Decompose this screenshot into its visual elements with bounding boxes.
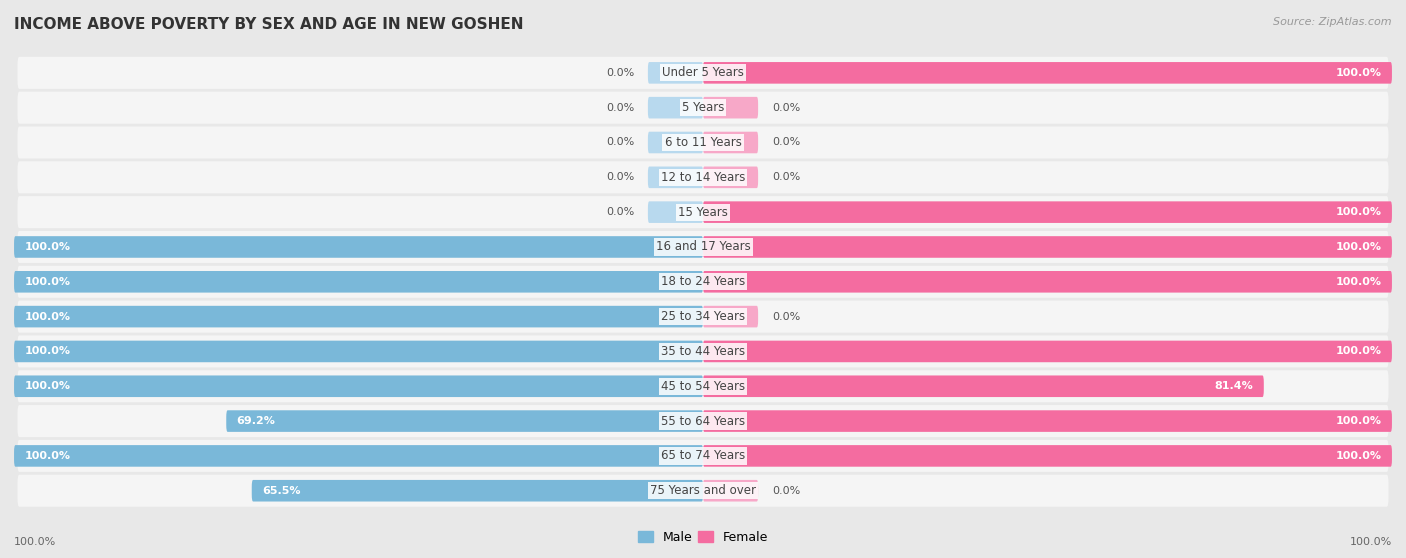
FancyBboxPatch shape [648, 166, 703, 188]
FancyBboxPatch shape [14, 445, 703, 466]
Text: 100.0%: 100.0% [14, 537, 56, 547]
Text: 100.0%: 100.0% [24, 311, 70, 321]
FancyBboxPatch shape [17, 127, 1389, 158]
Text: 100.0%: 100.0% [1336, 347, 1382, 357]
FancyBboxPatch shape [17, 57, 1389, 89]
Text: 0.0%: 0.0% [606, 68, 634, 78]
Text: 100.0%: 100.0% [24, 277, 70, 287]
Text: 0.0%: 0.0% [772, 172, 800, 182]
FancyBboxPatch shape [17, 231, 1389, 263]
FancyBboxPatch shape [703, 271, 1392, 292]
Text: 100.0%: 100.0% [24, 347, 70, 357]
FancyBboxPatch shape [17, 92, 1389, 124]
FancyBboxPatch shape [703, 480, 758, 502]
FancyBboxPatch shape [14, 340, 703, 362]
FancyBboxPatch shape [703, 97, 758, 118]
FancyBboxPatch shape [252, 480, 703, 502]
Text: 0.0%: 0.0% [772, 137, 800, 147]
FancyBboxPatch shape [17, 266, 1389, 298]
Text: Under 5 Years: Under 5 Years [662, 66, 744, 79]
FancyBboxPatch shape [703, 445, 1392, 466]
Text: 18 to 24 Years: 18 to 24 Years [661, 275, 745, 288]
FancyBboxPatch shape [703, 201, 1392, 223]
FancyBboxPatch shape [17, 301, 1389, 333]
FancyBboxPatch shape [226, 410, 703, 432]
FancyBboxPatch shape [703, 410, 1392, 432]
Text: 6 to 11 Years: 6 to 11 Years [665, 136, 741, 149]
FancyBboxPatch shape [703, 166, 758, 188]
Text: 35 to 44 Years: 35 to 44 Years [661, 345, 745, 358]
FancyBboxPatch shape [703, 236, 1392, 258]
FancyBboxPatch shape [17, 440, 1389, 472]
Text: 100.0%: 100.0% [1336, 207, 1382, 217]
Text: 100.0%: 100.0% [1350, 537, 1392, 547]
FancyBboxPatch shape [14, 236, 703, 258]
Text: 5 Years: 5 Years [682, 101, 724, 114]
FancyBboxPatch shape [703, 340, 1392, 362]
Text: 0.0%: 0.0% [606, 103, 634, 113]
Text: 100.0%: 100.0% [24, 451, 70, 461]
Text: 16 and 17 Years: 16 and 17 Years [655, 240, 751, 253]
FancyBboxPatch shape [648, 62, 703, 84]
FancyBboxPatch shape [648, 132, 703, 153]
Text: 15 Years: 15 Years [678, 206, 728, 219]
FancyBboxPatch shape [17, 335, 1389, 368]
FancyBboxPatch shape [17, 405, 1389, 437]
Text: 0.0%: 0.0% [772, 311, 800, 321]
Legend: Male, Female: Male, Female [633, 526, 773, 549]
FancyBboxPatch shape [703, 62, 1392, 84]
Text: 69.2%: 69.2% [236, 416, 276, 426]
Text: 100.0%: 100.0% [24, 242, 70, 252]
Text: 55 to 64 Years: 55 to 64 Years [661, 415, 745, 427]
FancyBboxPatch shape [648, 201, 703, 223]
FancyBboxPatch shape [703, 306, 758, 328]
FancyBboxPatch shape [14, 306, 703, 328]
Text: 65 to 74 Years: 65 to 74 Years [661, 449, 745, 463]
Text: 0.0%: 0.0% [772, 103, 800, 113]
Text: 100.0%: 100.0% [1336, 451, 1382, 461]
Text: 100.0%: 100.0% [1336, 416, 1382, 426]
FancyBboxPatch shape [17, 475, 1389, 507]
Text: 100.0%: 100.0% [1336, 277, 1382, 287]
Text: 100.0%: 100.0% [24, 381, 70, 391]
FancyBboxPatch shape [14, 376, 703, 397]
Text: Source: ZipAtlas.com: Source: ZipAtlas.com [1274, 17, 1392, 27]
Text: 0.0%: 0.0% [772, 485, 800, 496]
Text: 45 to 54 Years: 45 to 54 Years [661, 380, 745, 393]
FancyBboxPatch shape [17, 196, 1389, 228]
Text: 75 Years and over: 75 Years and over [650, 484, 756, 497]
FancyBboxPatch shape [703, 376, 1264, 397]
Text: 0.0%: 0.0% [606, 172, 634, 182]
FancyBboxPatch shape [14, 271, 703, 292]
FancyBboxPatch shape [17, 161, 1389, 193]
Text: 25 to 34 Years: 25 to 34 Years [661, 310, 745, 323]
Text: 81.4%: 81.4% [1215, 381, 1254, 391]
Text: 100.0%: 100.0% [1336, 242, 1382, 252]
FancyBboxPatch shape [648, 97, 703, 118]
Text: 0.0%: 0.0% [606, 207, 634, 217]
Text: 12 to 14 Years: 12 to 14 Years [661, 171, 745, 184]
Text: 100.0%: 100.0% [1336, 68, 1382, 78]
Text: INCOME ABOVE POVERTY BY SEX AND AGE IN NEW GOSHEN: INCOME ABOVE POVERTY BY SEX AND AGE IN N… [14, 17, 523, 32]
Text: 65.5%: 65.5% [262, 485, 301, 496]
FancyBboxPatch shape [17, 371, 1389, 402]
FancyBboxPatch shape [703, 132, 758, 153]
Text: 0.0%: 0.0% [606, 137, 634, 147]
